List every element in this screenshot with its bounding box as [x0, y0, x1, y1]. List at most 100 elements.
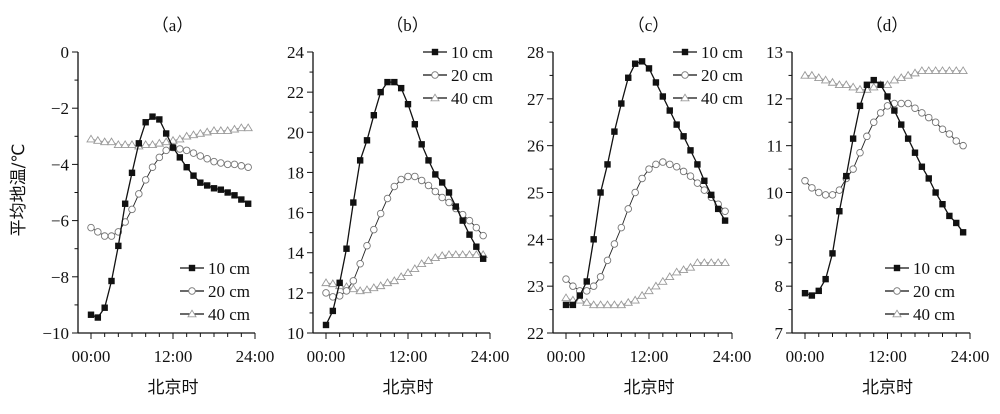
data-point [822, 275, 829, 283]
data-point [396, 272, 406, 281]
data-point [876, 109, 885, 117]
data-point [210, 185, 218, 192]
data-point [140, 140, 151, 148]
data-point [141, 176, 150, 184]
data-point [190, 172, 197, 179]
data-point [604, 161, 611, 168]
data-point [659, 93, 667, 100]
data-point [479, 255, 487, 262]
y-tick-label: 16 [287, 204, 304, 223]
data-point [631, 60, 639, 67]
data-point [958, 66, 968, 74]
data-point [849, 135, 857, 142]
data-point [471, 250, 482, 258]
data-point [951, 66, 962, 74]
data-point [209, 126, 219, 134]
data-point [596, 273, 605, 281]
data-point [389, 276, 400, 285]
data-point [404, 172, 412, 181]
data-point [898, 121, 905, 128]
data-point [404, 100, 412, 108]
data-point [383, 194, 392, 203]
y-tick-label: 23 [527, 277, 544, 296]
data-point [855, 84, 865, 93]
data-point [128, 169, 136, 177]
data-point [720, 258, 730, 266]
data-point [602, 300, 613, 309]
data-point [610, 240, 619, 248]
data-point [231, 192, 238, 199]
data-point [445, 189, 453, 196]
data-point [376, 209, 385, 218]
data-point [863, 132, 871, 141]
data-point [370, 225, 378, 234]
data-point [444, 250, 454, 258]
data-point [693, 179, 702, 187]
data-point [87, 223, 95, 232]
y-tick-label: 26 [527, 137, 544, 156]
data-point [87, 311, 95, 318]
data-point [820, 75, 831, 84]
legend-label: 10 cm [913, 259, 955, 278]
data-point [672, 162, 681, 171]
data-point [843, 172, 850, 180]
data-point [918, 109, 926, 117]
y-tick-label: 8 [775, 277, 784, 296]
data-point [583, 287, 591, 295]
data-point [115, 242, 122, 250]
data-point [182, 146, 191, 155]
y-tick-label: 9 [775, 230, 784, 249]
data-point [583, 278, 590, 285]
data-point [464, 250, 475, 258]
data-point [821, 191, 830, 199]
data-point [883, 102, 892, 110]
data-point [106, 137, 117, 146]
data-point [625, 74, 632, 81]
series-40cm [86, 123, 253, 150]
legend: 10 cm 20 cm 40 cm [423, 43, 493, 108]
data-point [679, 167, 688, 176]
legend-marker [188, 287, 196, 295]
data-point [397, 175, 405, 184]
data-point [904, 135, 912, 142]
data-point [959, 141, 967, 150]
data-point [708, 191, 715, 199]
data-point [603, 256, 612, 265]
data-point [595, 300, 606, 309]
data-point [911, 104, 919, 112]
data-point [848, 82, 858, 91]
data-point [142, 119, 149, 126]
data-point [652, 160, 660, 169]
series-20cm [322, 172, 487, 301]
data-point [154, 138, 165, 147]
data-point [801, 289, 809, 297]
data-point [424, 181, 433, 190]
data-point [575, 295, 585, 304]
data-point [377, 88, 384, 96]
legend-marker [187, 309, 197, 318]
data-point [827, 77, 838, 86]
data-point [107, 232, 116, 240]
data-point [637, 290, 647, 299]
y-tick-label: 20 [287, 123, 304, 142]
data-point [438, 179, 446, 186]
panel-title: （b） [386, 16, 429, 35]
data-point [230, 160, 239, 169]
data-point [891, 107, 898, 114]
data-point [430, 253, 441, 261]
data-point [100, 232, 109, 240]
x-tick-label: 12:00 [630, 347, 669, 366]
data-point [896, 73, 907, 82]
legend-marker [681, 71, 689, 79]
legend-label: 10 cm [208, 259, 250, 278]
x-tick-label: 12:00 [154, 347, 193, 366]
data-point [127, 140, 137, 148]
chart-panel-d: （d） 7 8 9 10 11 12 13 00:00 12:00 24:00 北京时 10 cm 20 … [766, 16, 989, 398]
y-tick-label: 28 [527, 43, 544, 62]
data-point [588, 300, 599, 309]
data-point [217, 159, 225, 167]
data-point [609, 300, 620, 309]
data-point [651, 281, 661, 290]
data-point [666, 107, 673, 114]
data-point [946, 212, 953, 220]
